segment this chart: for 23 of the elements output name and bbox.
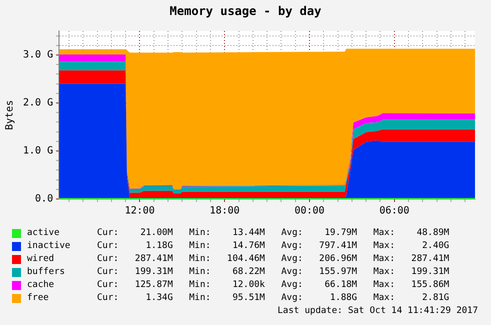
text: Cur: 125.87M Min: 12.00k Avg: 66.18M Max: 155.86M: [97, 279, 450, 292]
text: Cur: 199.31M Min: 68.22M Avg: 155.97M Max: 199.31M: [97, 266, 450, 279]
x-tick-label: 06:00: [379, 206, 410, 217]
y-tick-label: 2.0 G: [22, 98, 54, 109]
y-axis-title: Bytes: [4, 100, 16, 130]
legend-label: cache: [27, 279, 56, 292]
legend-label: free: [27, 292, 50, 305]
y-tick-label: 0.0: [35, 194, 54, 205]
y-tick-label: 3.0 G: [22, 50, 54, 61]
text: Cur: 1.34G Min: 95.51M Avg: 1.88G Max: 2.81G: [97, 292, 450, 305]
chart-title: Memory usage - by day: [168, 4, 322, 18]
text: Cur: 287.41M Min: 104.46M Avg: 206.96M Max: 287.41M: [97, 253, 450, 266]
x-tick-label: 18:00: [210, 206, 240, 217]
y-tick-label: 1.0 G: [22, 146, 54, 157]
x-tick-label: 12:00: [124, 206, 155, 217]
x-tick-label: 00:00: [294, 206, 325, 217]
legend-label: buffers: [27, 266, 66, 279]
text: Cur: 21.00M Min: 13.44M Avg: 19.79M Max: 48.89M: [97, 227, 450, 240]
text: Last update: Sat Oct 14 11:41:29 2017: [276, 305, 478, 318]
text: Cur: 1.18G Min: 14.76M Avg: 797.41M Max: 2.40G: [97, 240, 450, 253]
legend-label: active: [27, 227, 61, 240]
legend-label: inactive: [27, 240, 72, 253]
legend-label: wired: [27, 253, 56, 266]
